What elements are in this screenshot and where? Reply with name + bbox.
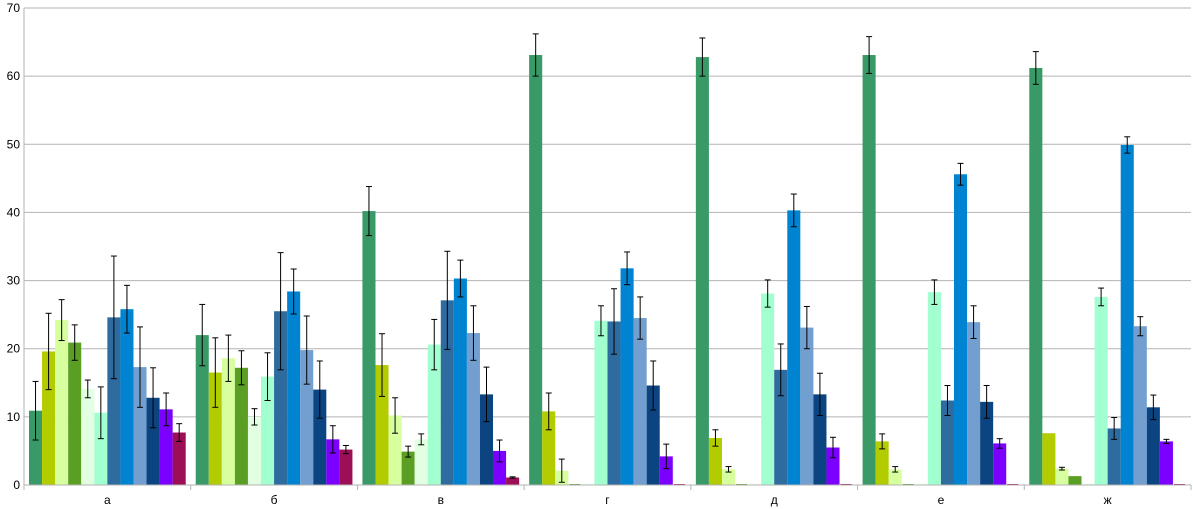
bar [120,309,134,485]
bar [594,320,608,485]
y-tick-label: 30 [7,274,21,288]
bar [993,443,1007,485]
bar [927,292,941,485]
bar [414,439,428,485]
bars [29,55,1185,486]
gridlines [23,7,1191,485]
bar [953,174,968,486]
bar [453,278,467,485]
bar [1029,67,1043,486]
bar [42,351,56,485]
bar [300,350,314,485]
x-tick-label: в [438,493,444,507]
bar [761,293,775,485]
bar [287,291,301,485]
bar [980,401,994,485]
bar [388,415,402,485]
bar [940,400,954,485]
bar [146,397,160,485]
bar [466,333,480,485]
bar [888,469,902,485]
bar [1146,407,1160,485]
bar [401,451,415,485]
bar [427,344,441,485]
bar [875,441,889,485]
y-tick-label: 40 [7,205,21,219]
bar [159,409,173,485]
bar [94,412,108,485]
bar [1107,428,1121,485]
y-tick-label: 0 [13,478,20,492]
y-tick-label: 20 [7,342,21,356]
bar [339,449,353,485]
x-tick-label: ж [1104,493,1112,507]
bar [1120,144,1134,485]
x-tick-label: а [104,493,111,507]
bar [1068,476,1082,485]
bar [506,477,520,485]
bar [133,367,147,485]
x-tick-label: е [938,493,945,507]
bar [107,317,121,485]
x-axis [23,484,1192,490]
y-tick-label: 60 [7,69,21,83]
bar [542,411,556,485]
bar [620,268,634,485]
bar [967,322,981,485]
bar [247,416,262,485]
bar [274,311,288,485]
bar [261,376,275,485]
bar [1159,441,1173,485]
bar [774,369,788,485]
bar [646,385,660,485]
bar [68,342,82,485]
y-tick-label: 10 [7,410,21,424]
x-tick-label: д [771,493,778,507]
bar [195,335,209,485]
x-axis-tick-labels: а б в г д е ж [104,493,1112,507]
bar [708,437,722,485]
y-axis-tick-labels: 0 10 20 30 40 50 60 70 [7,1,21,492]
bar [721,469,736,485]
bar [493,450,507,485]
bar [29,410,43,485]
bar [1055,468,1069,485]
bar [326,439,340,485]
bar [479,394,494,485]
y-tick-label: 50 [7,137,21,151]
bar [607,321,621,485]
error-bars [32,33,1170,483]
bar [787,210,801,486]
bar [221,358,235,485]
x-tick-label: г [605,493,610,507]
bar [800,327,814,485]
bar [440,300,454,485]
bar [81,388,95,485]
bar [529,55,543,486]
bar [172,432,186,485]
bar [208,372,222,485]
bar [813,394,827,485]
bar [234,367,248,485]
bar [55,320,69,485]
bar [1094,296,1108,485]
bar [375,365,389,485]
bar [633,318,647,485]
bar [695,57,709,485]
bar [1042,433,1056,485]
bar [826,447,840,485]
bar [862,55,876,486]
y-tick-label: 70 [7,1,21,15]
bar [362,211,376,485]
x-tick-label: б [271,493,278,507]
bar [1133,326,1147,485]
bar [659,456,673,485]
bar [313,389,327,485]
